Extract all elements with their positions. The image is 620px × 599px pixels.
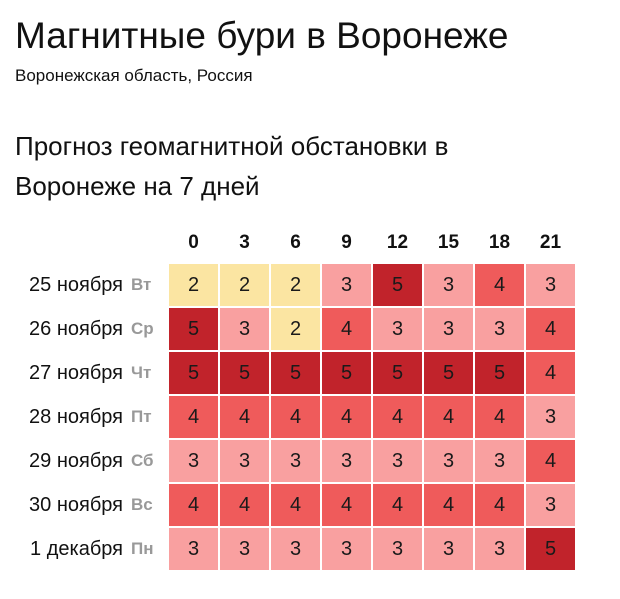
forecast-row: 27 ноября Чт 5 5 5 5 5 5 5 4 (0, 351, 576, 395)
kp-cell: 4 (271, 484, 320, 526)
kp-cell: 5 (271, 352, 320, 394)
kp-cell: 3 (424, 264, 473, 306)
kp-cell: 4 (526, 440, 575, 482)
page-title: Магнитные бури в Воронеже (15, 15, 509, 56)
kp-cell: 4 (526, 352, 575, 394)
kp-cell: 3 (424, 440, 473, 482)
kp-cell: 4 (169, 396, 218, 438)
kp-cell: 4 (322, 308, 371, 350)
weekday-label: Пн (131, 539, 154, 558)
kp-cell: 5 (373, 264, 422, 306)
kp-cell: 4 (424, 396, 473, 438)
hour-label: 6 (290, 232, 301, 253)
kp-cell: 3 (373, 528, 422, 570)
kp-cell: 3 (322, 528, 371, 570)
kp-cell: 5 (424, 352, 473, 394)
kp-cell: 3 (169, 528, 218, 570)
kp-cell: 5 (373, 352, 422, 394)
date-label: 27 ноября (29, 361, 123, 384)
kp-cell: 3 (220, 440, 269, 482)
kp-cell: 4 (322, 396, 371, 438)
kp-cell: 2 (271, 264, 320, 306)
hour-label: 12 (386, 232, 409, 253)
date-label: 26 ноября (29, 317, 123, 340)
kp-cell: 3 (271, 440, 320, 482)
kp-cell: 3 (373, 440, 422, 482)
kp-cell: 5 (169, 352, 218, 394)
kp-cell: 4 (220, 484, 269, 526)
hour-label: 9 (341, 232, 352, 253)
forecast-row: 30 ноября Вс 4 4 4 4 4 4 4 3 (0, 483, 576, 527)
kp-cell: 5 (169, 308, 218, 350)
kp-cell: 4 (373, 484, 422, 526)
date-label: 1 декабря (30, 537, 123, 560)
hour-label: 3 (239, 232, 250, 253)
kp-cell: 5 (322, 352, 371, 394)
kp-cell: 3 (322, 440, 371, 482)
kp-cell: 3 (220, 308, 269, 350)
date-label: 29 ноября (29, 449, 123, 472)
hour-label: 0 (188, 232, 199, 253)
hour-label: 18 (488, 232, 511, 253)
kp-cell: 3 (424, 528, 473, 570)
kp-cell: 2 (220, 264, 269, 306)
forecast-row: 26 ноября Ср 5 3 2 4 3 3 3 4 (0, 307, 576, 351)
kp-cell: 3 (373, 308, 422, 350)
kp-cell: 4 (373, 396, 422, 438)
kp-cell: 4 (322, 484, 371, 526)
forecast-row: 28 ноября Пт 4 4 4 4 4 4 4 3 (0, 395, 576, 439)
weekday-label: Ср (131, 319, 154, 338)
forecast-row: 29 ноября Сб 3 3 3 3 3 3 3 4 (0, 439, 576, 483)
kp-cell: 3 (526, 396, 575, 438)
kp-cell: 3 (271, 528, 320, 570)
weekday-label: Вс (131, 495, 153, 514)
kp-cell: 3 (475, 440, 524, 482)
kp-cell: 3 (526, 484, 575, 526)
region-subtitle: Воронежская область, Россия (15, 66, 253, 85)
kp-cell: 4 (526, 308, 575, 350)
kp-cell: 4 (271, 396, 320, 438)
kp-cell: 5 (475, 352, 524, 394)
kp-cell: 3 (322, 264, 371, 306)
forecast-heading: Прогноз геомагнитной обстановки в Вороне… (15, 131, 449, 201)
forecast-grid: 25 ноября Вт 2 2 2 3 5 3 4 3 26 ноября Ср 5 3 2 4 3 3 3 4 27… (0, 263, 576, 571)
date-label: 30 ноября (29, 493, 123, 516)
kp-cell: 4 (220, 396, 269, 438)
hour-label: 15 (437, 232, 460, 253)
weekday-label: Сб (131, 451, 154, 470)
kp-cell: 4 (424, 484, 473, 526)
kp-cell: 3 (475, 528, 524, 570)
kp-cell: 3 (475, 308, 524, 350)
kp-cell: 2 (271, 308, 320, 350)
kp-cell: 3 (424, 308, 473, 350)
kp-cell: 4 (475, 484, 524, 526)
weekday-label: Чт (131, 363, 152, 382)
kp-cell: 5 (220, 352, 269, 394)
kp-cell: 3 (220, 528, 269, 570)
date-label: 28 ноября (29, 405, 123, 428)
date-label: 25 ноября (29, 273, 123, 296)
kp-cell: 4 (475, 396, 524, 438)
kp-cell: 2 (169, 264, 218, 306)
kp-cell: 4 (475, 264, 524, 306)
weekday-label: Пт (131, 407, 152, 426)
kp-cell: 3 (169, 440, 218, 482)
kp-cell: 4 (169, 484, 218, 526)
forecast-row: 25 ноября Вт 2 2 2 3 5 3 4 3 (0, 263, 576, 307)
weekday-label: Вт (131, 275, 152, 294)
forecast-row: 1 декабря Пн 3 3 3 3 3 3 3 5 (0, 527, 576, 571)
hour-header: 0 3 6 9 12 15 18 21 (168, 232, 576, 254)
hour-label: 21 (539, 232, 562, 253)
kp-cell: 3 (526, 264, 575, 306)
kp-cell: 5 (526, 528, 575, 570)
